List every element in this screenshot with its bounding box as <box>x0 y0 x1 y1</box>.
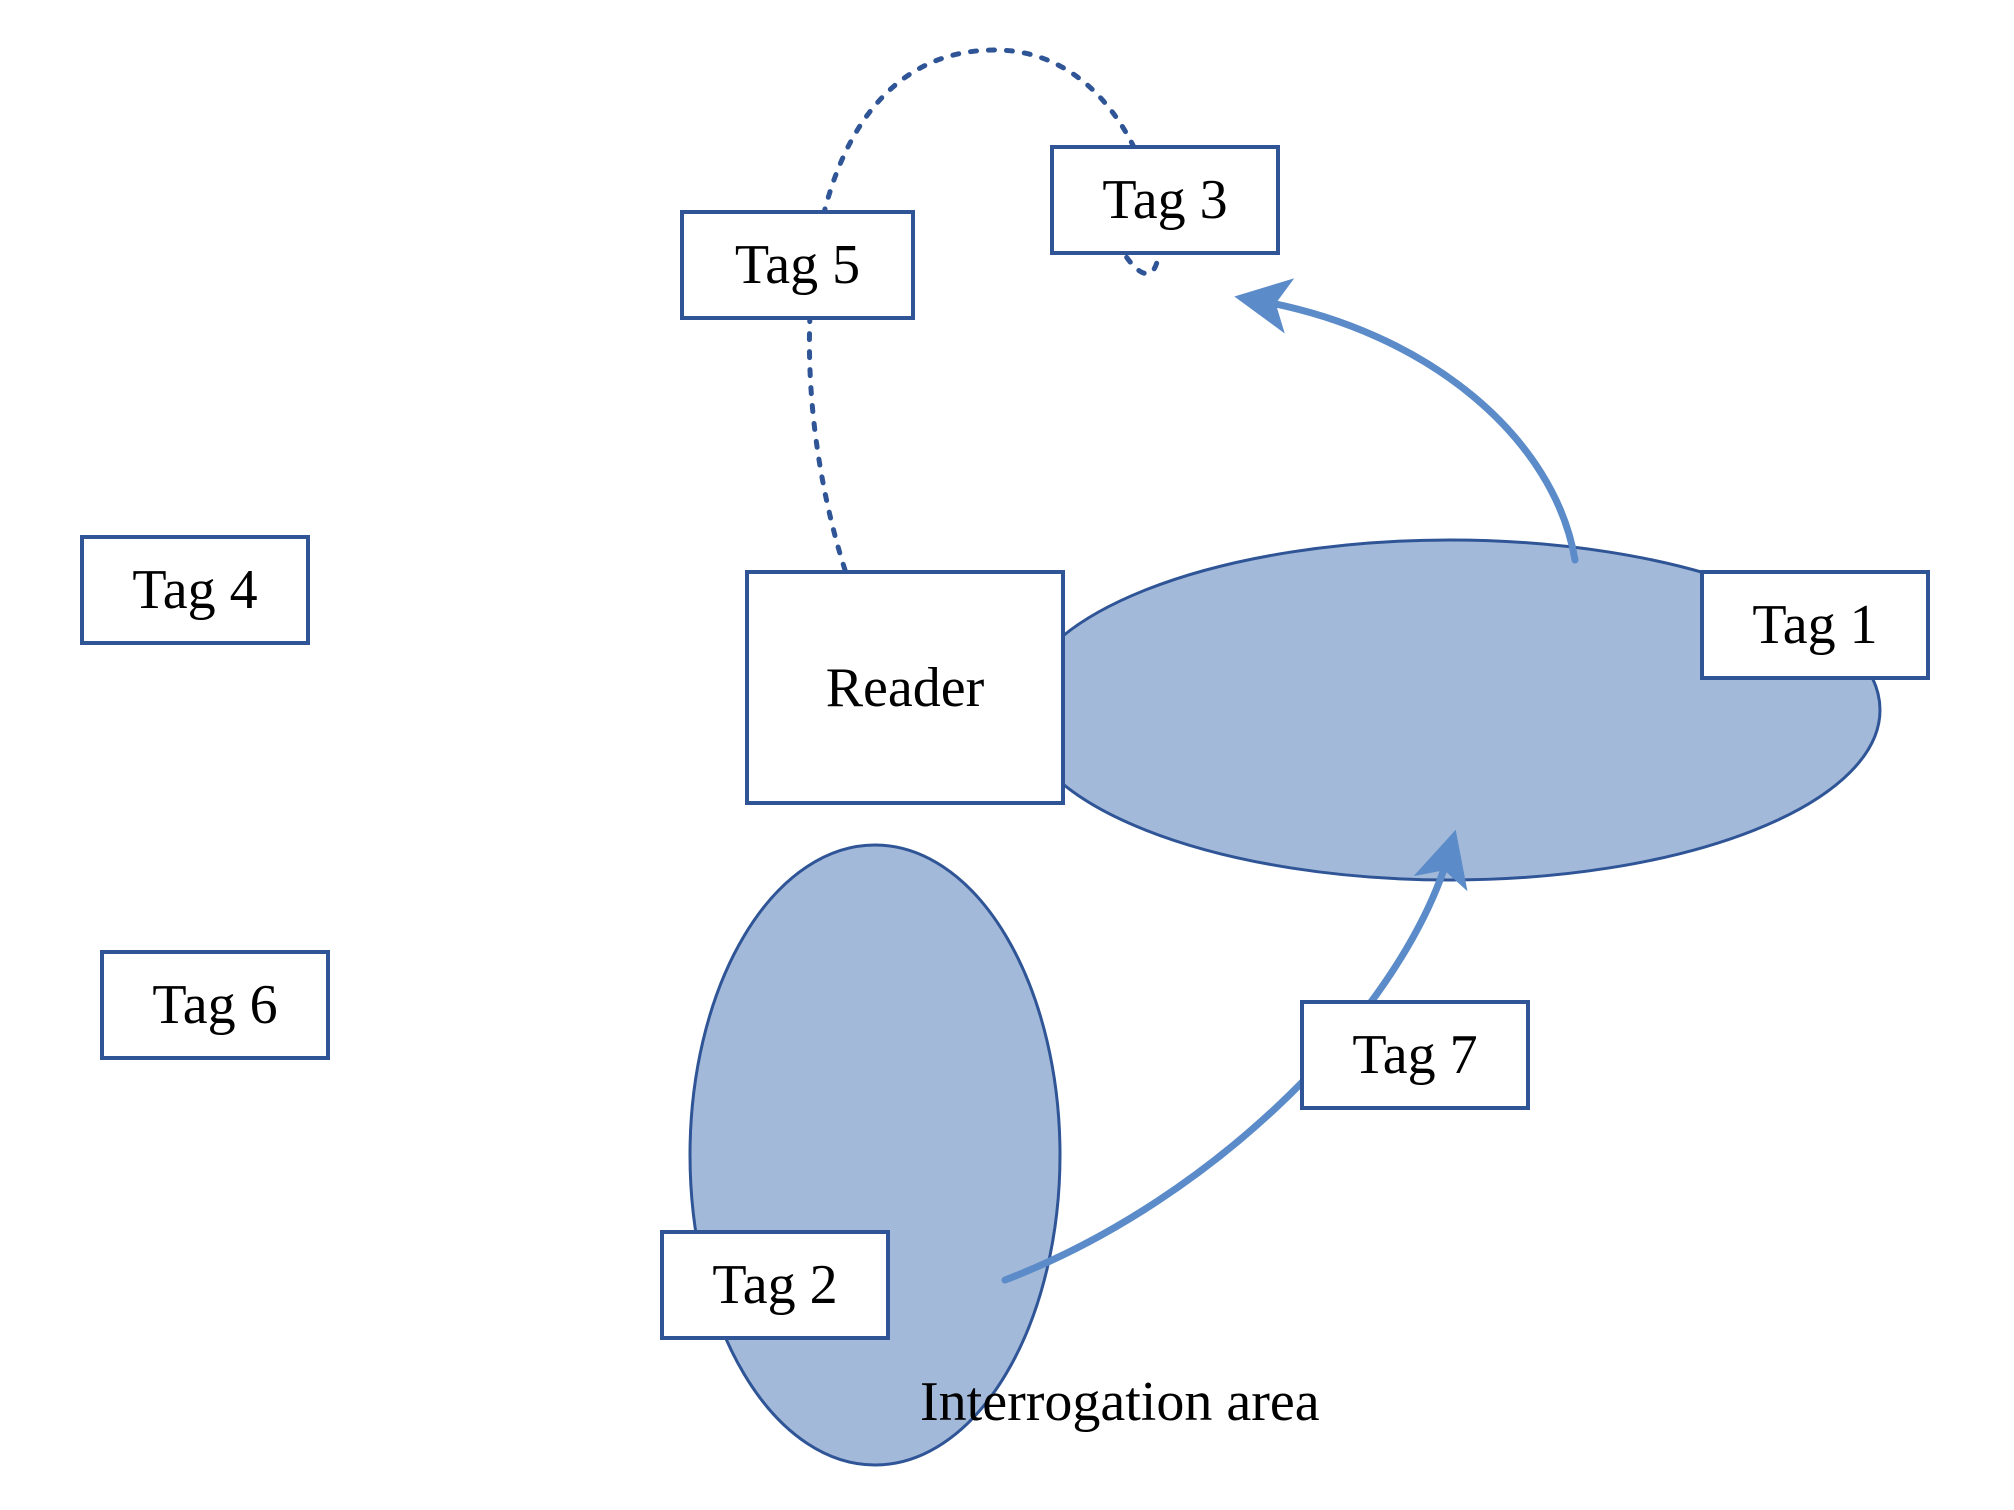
tag-7-label: Tag 7 <box>1352 1023 1477 1087</box>
reader-box: Reader <box>745 570 1065 805</box>
diagram-canvas: { "diagram": { "type": "network", "backg… <box>0 0 2014 1510</box>
tag-2-label: Tag 2 <box>712 1253 837 1317</box>
tag-5-label: Tag 5 <box>735 233 860 297</box>
interrogation-area-label: Interrogation area <box>920 1370 1320 1434</box>
tag-5-box: Tag 5 <box>680 210 915 320</box>
tag-1-label: Tag 1 <box>1752 593 1877 657</box>
tag-2-box: Tag 2 <box>660 1230 890 1340</box>
tag-3-box: Tag 3 <box>1050 145 1280 255</box>
arrow-right-to-tag3 <box>1255 300 1575 560</box>
interrogation-area-text: Interrogation area <box>920 1371 1320 1433</box>
tag-4-label: Tag 4 <box>132 558 257 622</box>
reader-label: Reader <box>826 656 985 720</box>
arrow-group <box>1005 300 1575 1280</box>
tag-1-box: Tag 1 <box>1700 570 1930 680</box>
tag-7-box: Tag 7 <box>1300 1000 1530 1110</box>
tag-3-label: Tag 3 <box>1102 168 1227 232</box>
tag-6-box: Tag 6 <box>100 950 330 1060</box>
tag-6-label: Tag 6 <box>152 973 277 1037</box>
tag-4-box: Tag 4 <box>80 535 310 645</box>
